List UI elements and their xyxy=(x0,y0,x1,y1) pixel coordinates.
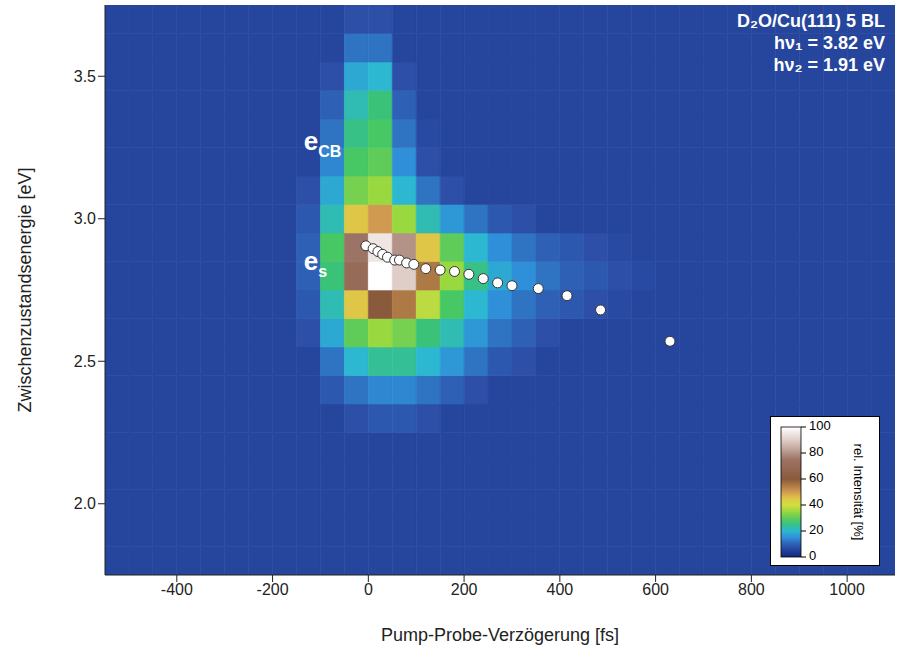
svg-text:100: 100 xyxy=(809,418,831,433)
svg-text:rel. Intensität [%]: rel. Intensität [%] xyxy=(851,444,866,541)
svg-text:20: 20 xyxy=(809,522,823,537)
svg-text:0: 0 xyxy=(809,548,816,563)
svg-text:600: 600 xyxy=(642,581,669,598)
svg-text:60: 60 xyxy=(809,470,823,485)
svg-text:40: 40 xyxy=(809,496,823,511)
svg-text:Pump-Probe-Verzögerung [fs]: Pump-Probe-Verzögerung [fs] xyxy=(381,625,619,645)
svg-text:800: 800 xyxy=(738,581,765,598)
html-text:D₂O/Cu(111) 5 BL: D₂O/Cu(111) 5 BL xyxy=(737,11,885,31)
svg-text:200: 200 xyxy=(451,581,478,598)
svg-text:0: 0 xyxy=(364,581,373,598)
svg-text:1000: 1000 xyxy=(829,581,865,598)
svg-text:80: 80 xyxy=(809,444,823,459)
svg-text:3.0: 3.0 xyxy=(74,210,96,227)
svg-text:eCB: eCB xyxy=(304,126,342,160)
svg-text:3.5: 3.5 xyxy=(74,68,96,85)
svg-text:400: 400 xyxy=(546,581,573,598)
svg-text:2.0: 2.0 xyxy=(74,495,96,512)
svg-text:-200: -200 xyxy=(257,581,289,598)
svg-text:es: es xyxy=(304,246,327,280)
svg-text:Zwischenzustandsenergie [eV]: Zwischenzustandsenergie [eV] xyxy=(15,167,35,412)
svg-text:-400: -400 xyxy=(161,581,193,598)
html-text:hν₂ = 1.91 eV: hν₂ = 1.91 eV xyxy=(773,55,885,75)
html-text:hν₁ = 3.82 eV: hν₁ = 3.82 eV xyxy=(774,33,885,53)
svg-text:2.5: 2.5 xyxy=(74,353,96,370)
